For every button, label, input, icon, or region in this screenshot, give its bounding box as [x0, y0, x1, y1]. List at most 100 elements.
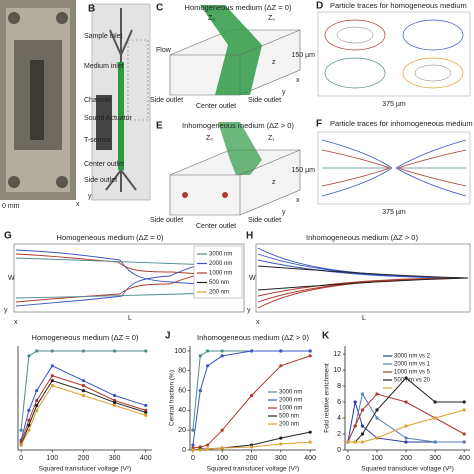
data-point: [81, 379, 86, 383]
x-tick-label: 200: [246, 455, 258, 462]
dimension-label: 375 µm: [382, 209, 406, 216]
data-point: [27, 428, 31, 432]
annotation: Center outlet: [196, 103, 236, 110]
data-point: [27, 418, 31, 422]
y-tick-label: 100: [174, 348, 186, 355]
x-tick-label: 300: [109, 455, 121, 462]
y-tick-label: 6: [337, 399, 341, 406]
data-point: [220, 446, 224, 450]
data-point: [360, 424, 365, 428]
annotation: Center outlet: [84, 161, 124, 168]
data-point: [404, 400, 408, 404]
panel-label: F: [316, 119, 322, 130]
series-line: [20, 365, 146, 441]
data-point: [198, 448, 202, 452]
annotation: Center outlet: [196, 223, 236, 230]
panel-title: Inhomogeneous medium (ΔZ > 0): [182, 121, 294, 130]
x-tick-label: 0: [191, 455, 195, 462]
panel-label: D: [316, 1, 323, 12]
data-point: [308, 440, 312, 444]
series-line: [347, 377, 465, 443]
panel-label: J: [165, 331, 171, 342]
data-point: [279, 436, 283, 440]
x-tick-label: 400: [304, 455, 316, 462]
annotation: Z₀: [268, 15, 275, 22]
data-point: [433, 400, 437, 404]
panel-label: H: [246, 231, 253, 242]
data-point: [19, 428, 23, 432]
data-point: [353, 424, 357, 428]
data-point: [81, 384, 86, 388]
legend-label: 200 nm: [279, 422, 299, 428]
y-tick-label: 2: [337, 431, 341, 438]
axis-label: z: [272, 59, 276, 66]
data-point: [205, 447, 210, 451]
data-point: [81, 388, 86, 393]
y-tick-label: 12: [333, 351, 341, 358]
axis-label: y: [4, 307, 8, 314]
annotation: Side outlet: [150, 97, 183, 104]
panel-title: Particle traces for homogeneous medium: [330, 1, 467, 10]
chart-title: Inhomogeneous medium (ΔZ > 0): [197, 333, 309, 342]
panel-title: Inhomogeneous medium (ΔZ > 0): [306, 233, 418, 242]
data-point: [279, 442, 283, 446]
data-point: [404, 436, 408, 440]
annotation: Medium inlet: [84, 63, 124, 70]
data-point: [113, 403, 117, 408]
chart-title: Homogeneous medium (ΔZ = 0): [32, 333, 139, 342]
axis-label: W: [8, 275, 15, 282]
data-point: [375, 408, 379, 412]
data-point: [50, 364, 54, 368]
axis-label: x: [296, 77, 300, 84]
data-point: [360, 408, 365, 412]
data-point: [462, 408, 466, 412]
data-point: [27, 354, 31, 358]
annotation: Channel: [84, 97, 111, 104]
annotation: Z₀: [206, 135, 213, 142]
axis-label: y: [88, 193, 92, 200]
particle-traces: [317, 131, 471, 205]
data-point: [346, 440, 350, 444]
data-point: [220, 428, 224, 432]
data-point: [404, 440, 408, 444]
axis-label: x: [296, 197, 300, 204]
data-point: [81, 393, 86, 398]
legend-label: 1000 nm: [279, 406, 302, 412]
x-axis-title: Squared transducer voltage (V²): [39, 466, 132, 473]
x-tick-label: 300: [275, 455, 287, 462]
x-tick-label: 100: [46, 455, 58, 462]
data-point: [205, 349, 210, 353]
x-tick-label: 200: [400, 455, 412, 462]
data-point: [279, 364, 283, 368]
y-axis-title: Fold relative enrichment: [324, 363, 331, 433]
data-point: [113, 400, 117, 405]
legend-label: 500 nm vs 20: [394, 378, 431, 384]
x-axis-title: Squared transducer voltage (V²): [207, 466, 300, 473]
legend-label: 2000 nm: [209, 261, 232, 267]
x-tick-label: 100: [216, 455, 228, 462]
data-point: [205, 364, 210, 368]
axis-label: y: [247, 307, 251, 314]
data-point: [462, 440, 466, 444]
data-point: [249, 445, 254, 449]
x-tick-label: 0: [19, 455, 23, 462]
axis-label: y: [282, 89, 286, 96]
panel-label: K: [322, 331, 330, 342]
channel-3d: [169, 5, 301, 96]
scale-bar: 0 mm: [2, 203, 20, 210]
y-tick-label: 0: [337, 447, 341, 454]
data-point: [35, 388, 39, 393]
axis-label: z: [272, 179, 276, 186]
data-point: [360, 392, 365, 396]
legend-label: 200 nm: [209, 290, 229, 296]
annotation: Side outlet: [248, 217, 281, 224]
data-point: [249, 349, 254, 353]
data-point: [462, 400, 466, 404]
data-point: [113, 349, 117, 353]
particle-traces: [317, 11, 471, 97]
data-point: [113, 393, 117, 398]
y-tick-label: 4: [337, 415, 341, 422]
legend-label: 2000 nm vs 1: [394, 362, 431, 368]
trajectory-plot: [255, 243, 471, 313]
